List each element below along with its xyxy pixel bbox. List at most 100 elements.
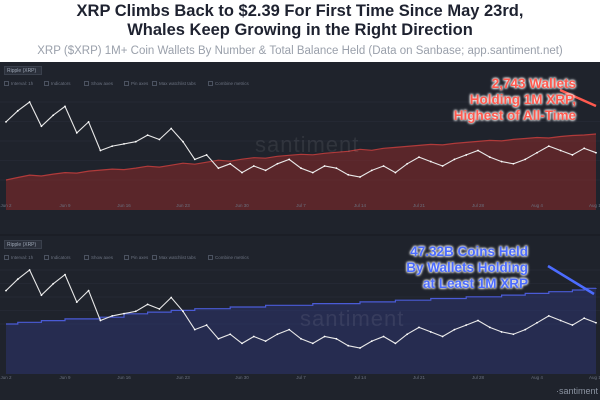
price-point <box>193 328 196 331</box>
price-point <box>229 162 232 165</box>
price-point <box>252 165 255 167</box>
price-point <box>276 333 279 336</box>
price-point <box>571 154 574 156</box>
chart-toolbar: Ripple (XRP) Interval: 1h Indicators Sho… <box>0 236 600 266</box>
price-point <box>382 165 385 167</box>
asset-selector[interactable]: Ripple (XRP) <box>4 240 42 249</box>
price-point <box>16 278 19 281</box>
price-point <box>429 160 432 163</box>
watermark: santiment <box>255 132 360 157</box>
x-tick-label: Jun 9 <box>59 203 71 208</box>
wallets-chart: Jun 2 Jun 9 Jun 16 Jun 23 Jun 30 Jul 7 Jul 14 J… <box>0 88 600 210</box>
price-point <box>359 347 361 349</box>
x-tick-label: Jul 21 <box>413 203 426 208</box>
price-point <box>595 321 597 324</box>
price-point <box>193 158 196 161</box>
metric-area <box>6 134 596 210</box>
price-point <box>241 171 243 174</box>
price-point <box>441 335 444 338</box>
toolbar-item[interactable]: Pin axes <box>124 254 148 262</box>
annotation-arrow <box>559 88 597 108</box>
price-point <box>75 301 78 304</box>
wallets-chart-panel: Jun 2 Jun 9 Jun 16 Jun 23 Jun 30 Jul 7 Jul 14 J… <box>0 62 600 234</box>
price-point <box>40 294 43 297</box>
annotation-line: Holding 1M XRP, <box>469 92 576 107</box>
metric-line <box>6 287 597 325</box>
price-point <box>300 337 302 340</box>
price-point <box>123 143 125 145</box>
price-point <box>536 321 538 324</box>
toolbar-item[interactable]: Pin axes <box>124 80 148 88</box>
price-point <box>382 335 385 338</box>
x-tick-label: Jul 28 <box>472 375 485 380</box>
x-tick-label: Jul 14 <box>354 375 367 380</box>
toolbar-item[interactable]: Show axes <box>84 254 113 262</box>
price-point <box>453 328 456 331</box>
x-tick-label: Jun 30 <box>235 375 249 380</box>
toolbar-item[interactable]: Max watchlist tabs <box>152 254 196 262</box>
price-point <box>99 319 102 322</box>
price-point <box>87 120 90 123</box>
price-point <box>323 335 326 338</box>
toolbar-item[interactable]: Combine metrics <box>208 80 249 88</box>
price-point <box>571 324 574 326</box>
price-point <box>488 156 491 159</box>
x-tick-label: Jul 7 <box>296 375 306 380</box>
asset-selector[interactable]: Ripple (XRP) <box>4 66 42 75</box>
toolbar-item[interactable]: Interval: 1h <box>4 80 33 88</box>
price-point <box>335 167 338 170</box>
toolbar-item[interactable]: Interval: 1h <box>4 254 33 262</box>
price-point <box>524 158 527 161</box>
price-point <box>465 154 468 156</box>
toolbar-item[interactable]: Indicators <box>44 254 71 262</box>
coins-chart: Jun 2 Jun 9 Jun 16 Jun 23 Jun 30 Jul 7 Jul 14 J… <box>0 264 600 380</box>
price-point <box>418 156 420 159</box>
x-tick-label: Jun 9 <box>59 375 71 380</box>
x-tick-label: Jun 16 <box>117 375 131 380</box>
price-point <box>205 324 208 326</box>
price-point <box>477 319 479 322</box>
price-point <box>524 328 527 331</box>
x-tick-label: Jul 7 <box>296 203 306 208</box>
price-point <box>182 310 184 313</box>
x-tick-label: Jul 28 <box>472 203 485 208</box>
price-point <box>583 317 586 320</box>
annotation-arrow <box>547 264 595 296</box>
price-point <box>158 308 161 310</box>
price-point <box>64 105 66 108</box>
price-point <box>5 120 7 123</box>
price-point <box>40 125 43 128</box>
price-point <box>170 127 173 130</box>
headline-line-1: XRP Climbs Back to $2.39 For First Time … <box>76 2 524 20</box>
headline-line-2: Whales Keep Growing in the Right Directi… <box>127 21 473 39</box>
price-point <box>311 342 314 345</box>
price-point <box>335 337 338 340</box>
toolbar-item[interactable]: Indicators <box>44 80 71 88</box>
x-tick-label: Jun 16 <box>117 203 131 208</box>
price-point <box>111 145 114 148</box>
price-point <box>146 134 149 136</box>
x-tick-label: Aug 11 <box>589 375 600 380</box>
price-point <box>64 273 66 276</box>
price-point <box>347 173 350 176</box>
annotation-line: 2,743 Wallets <box>491 76 576 91</box>
x-tick-label: Jul 21 <box>413 375 426 380</box>
price-point <box>559 149 562 152</box>
x-tick-label: Aug 4 <box>531 375 543 380</box>
price-point <box>583 147 586 150</box>
price-point <box>453 158 456 161</box>
toolbar-item[interactable]: Combine metrics <box>208 254 249 262</box>
price-point <box>406 162 409 165</box>
x-tick-label: Jul 14 <box>354 203 367 208</box>
price-point <box>429 331 432 333</box>
price-point <box>252 335 255 338</box>
toolbar-item[interactable]: Show axes <box>84 80 113 88</box>
toolbar-item[interactable]: Max watchlist tabs <box>152 80 196 88</box>
x-tick-label: Jun 23 <box>176 375 190 380</box>
price-point <box>52 282 55 285</box>
price-point <box>217 167 220 170</box>
price-point <box>75 131 78 134</box>
price-point <box>559 319 562 322</box>
price-point <box>512 333 515 336</box>
price-point <box>547 145 550 148</box>
